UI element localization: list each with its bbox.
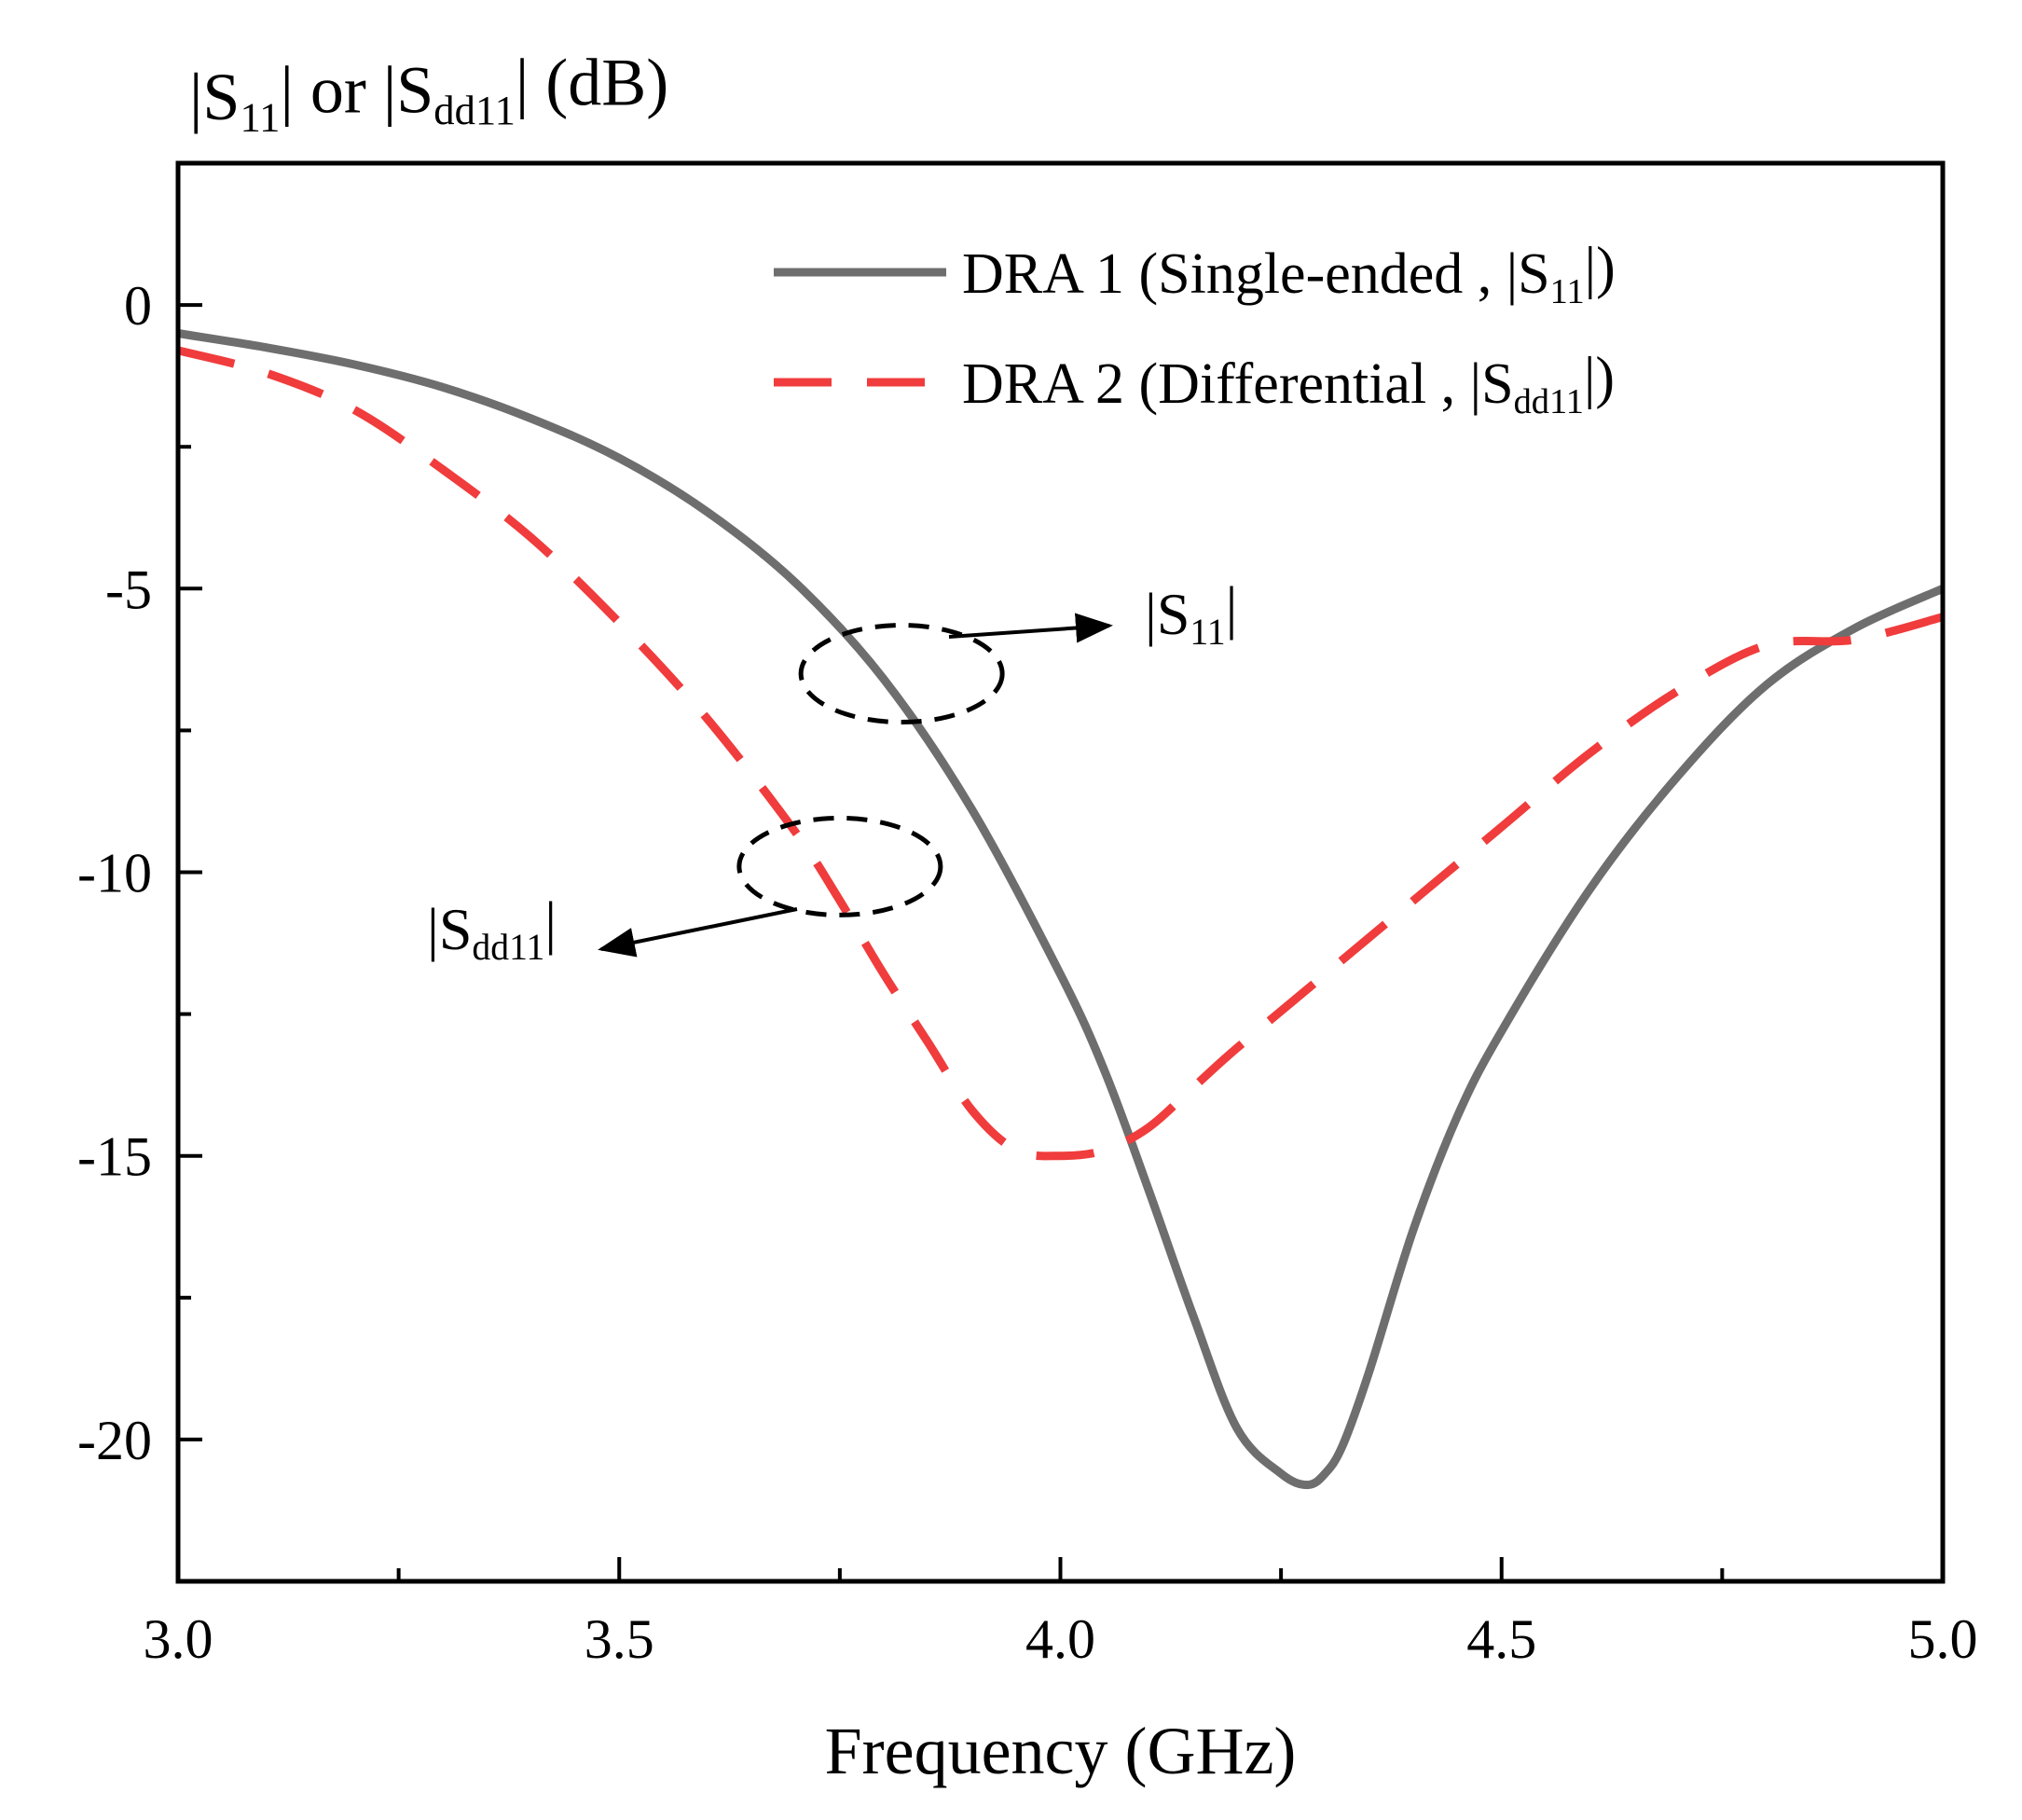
y-tick-label: 0 — [124, 275, 152, 337]
y-tick-label: -15 — [77, 1126, 152, 1188]
legend-label-1-part-0: DRA 1 (Single-ended , |S — [962, 242, 1550, 306]
annotation-ellipse-sdd11 — [736, 815, 943, 917]
legend-label-2-part-2: |) — [1584, 346, 1615, 409]
annotation-label-s11-part-2: | — [1226, 574, 1238, 641]
series-line-1 — [177, 329, 1945, 1490]
annotation-label-s11-part-0: |S — [1145, 581, 1190, 647]
y-axis-title-part-2: | or |S — [280, 52, 433, 127]
y-axis-title: |S11| or |Sdd11| (dB) — [189, 46, 668, 141]
series-line-2 — [176, 346, 1945, 1161]
legend-label-1: DRA 1 (Single-ended , |S11|) — [962, 236, 1616, 310]
y-axis-title-part-4: | (dB) — [516, 46, 668, 120]
y-tick-label: -10 — [77, 843, 152, 904]
x-tick-label: 3.5 — [585, 1608, 654, 1670]
plot-lines — [176, 329, 1945, 1490]
x-tick-label: 3.0 — [144, 1608, 213, 1670]
legend-label-1-part-1: 11 — [1550, 272, 1585, 311]
legend-label-2-part-1: dd11 — [1514, 382, 1584, 421]
annotation-label-s11: |S11| — [1145, 574, 1237, 653]
annotation-label-s11-part-1: 11 — [1190, 612, 1225, 653]
y-tick-label: -20 — [77, 1410, 152, 1471]
annotation-arrow-sdd11 — [598, 907, 798, 958]
annotation-label-sdd11-part-2: | — [544, 889, 557, 956]
legend: DRA 1 (Single-ended , |S11|)DRA 2 (Diffe… — [774, 236, 1616, 421]
y-tick-label: -5 — [105, 558, 152, 620]
annotation-ellipse-s11 — [798, 623, 1005, 725]
legend-label-2-part-0: DRA 2 (Differential , |S — [962, 352, 1514, 416]
y-axis-title-part-3: dd11 — [433, 87, 516, 133]
x-tick-label: 4.0 — [1025, 1608, 1095, 1670]
annotations: |S11||Sdd11| — [427, 574, 1237, 968]
legend-label-1-part-2: |) — [1585, 236, 1616, 299]
tick-labels: 3.0 3.5 4.0 4.5 5.0 0 -5 -10 -15 -20 — [77, 275, 1977, 1670]
legend-label-2: DRA 2 (Differential , |Sdd11|) — [962, 346, 1615, 421]
annotation-label-sdd11-part-1: dd11 — [472, 927, 544, 968]
axis-ticks — [176, 303, 1945, 1581]
annotation-arrow-s11 — [948, 613, 1113, 643]
y-axis-title-part-0: |S — [189, 60, 240, 134]
annotation-label-sdd11: |Sdd11| — [427, 889, 557, 968]
annotation-label-sdd11-part-0: |S — [427, 896, 472, 962]
x-tick-label: 5.0 — [1908, 1608, 1978, 1670]
y-axis-title-part-1: 11 — [240, 93, 280, 140]
x-axis-title: Frequency (GHz) — [825, 1714, 1297, 1788]
x-tick-label: 4.5 — [1466, 1608, 1536, 1670]
